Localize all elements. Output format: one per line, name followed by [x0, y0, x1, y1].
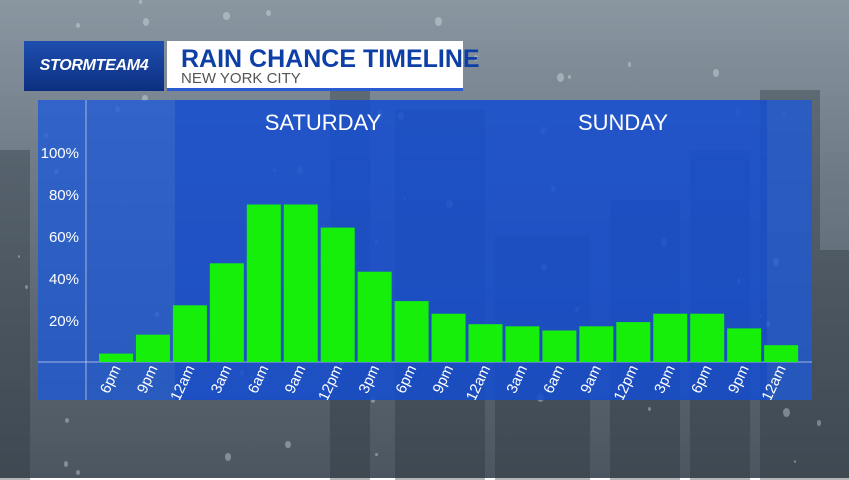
raindrop [647, 406, 652, 412]
raindrop [556, 73, 564, 83]
y-tick-label: 80% [49, 187, 79, 204]
rain-bar [99, 353, 133, 362]
raindrop [375, 453, 378, 457]
raindrop [223, 11, 230, 20]
raindrop [627, 62, 632, 67]
y-tick-label: 40% [49, 271, 79, 288]
y-tick-label: 100% [41, 145, 79, 162]
rain-bar [579, 326, 614, 362]
rain-bar [172, 305, 207, 362]
raindrop [24, 284, 29, 290]
rain-bar [468, 324, 503, 362]
background-building [820, 250, 849, 480]
rain-bar [616, 322, 651, 362]
rain-bar [357, 271, 392, 362]
raindrop [370, 397, 376, 404]
rain-bar [542, 330, 577, 362]
rain-bar [690, 313, 725, 362]
raindrop [17, 254, 21, 258]
rain-bar [246, 204, 281, 362]
raindrop [285, 440, 292, 449]
raindrop [225, 453, 232, 461]
raindrop [139, 0, 142, 4]
raindrop [142, 17, 149, 26]
rain-bar [209, 263, 244, 362]
raindrop [793, 459, 796, 463]
rain-bar [135, 334, 170, 362]
raindrop [65, 417, 69, 423]
station-logo: STORMTEAM4 [24, 41, 164, 91]
location-subtitle: NEW YORK CITY [181, 70, 301, 87]
day-label: SATURDAY [265, 110, 382, 135]
rain-bar [394, 301, 429, 362]
y-tick-label: 60% [49, 229, 79, 246]
raindrop [567, 74, 571, 79]
raindrop [712, 69, 719, 77]
rain-bar [764, 345, 799, 362]
rain-bar [431, 313, 466, 362]
raindrop [75, 469, 80, 475]
rain-bar [727, 328, 762, 362]
brand-text: STORMTEAM4 [39, 57, 149, 74]
rain-bar [320, 227, 355, 362]
raindrop [142, 94, 148, 102]
rain-bar [505, 326, 540, 362]
page-title: RAIN CHANCE TIMELINE [181, 45, 480, 73]
rain-bar [653, 313, 688, 362]
raindrop [76, 22, 81, 29]
raindrop [783, 407, 791, 417]
raindrop [817, 419, 822, 426]
raindrop [63, 461, 68, 467]
raindrop [266, 10, 271, 17]
rain-bar [283, 204, 318, 362]
title-panel: RAIN CHANCE TIMELINE NEW YORK CITY [167, 41, 480, 91]
background-building [0, 150, 30, 480]
raindrop [434, 16, 442, 26]
day-label: SUNDAY [578, 110, 668, 135]
raindrop [473, 54, 479, 61]
y-tick-label: 20% [49, 313, 79, 330]
